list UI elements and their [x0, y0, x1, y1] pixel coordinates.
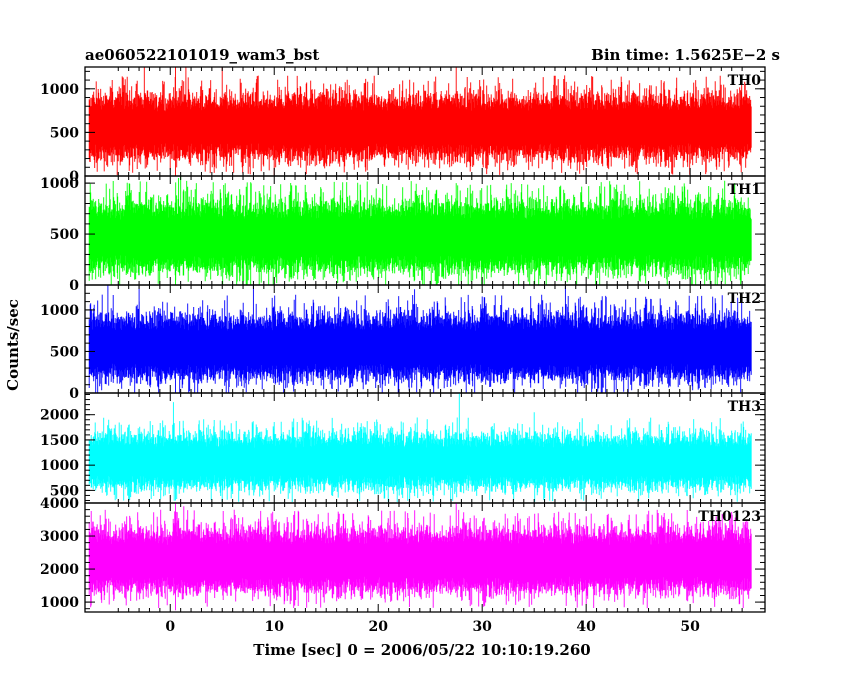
- panel-th3: 500 1000 1500 2000 TH3: [40, 392, 766, 504]
- x-tick-label: 30: [472, 619, 492, 635]
- y-tick-label: 3000: [40, 529, 79, 545]
- series-trace-th0123: [88, 503, 752, 611]
- chart-title: ae060522101019_wam3_bst: [85, 46, 319, 64]
- x-tick-label: 10: [264, 619, 284, 635]
- y-tick-label: 2000: [40, 562, 79, 578]
- bin-time-label: Bin time: 1.5625E−2 s: [591, 46, 780, 64]
- y-axis-label: Counts/sec: [4, 299, 22, 391]
- y-tick-label: 1000: [40, 458, 79, 474]
- series-label-th2: TH2: [728, 291, 761, 307]
- x-tick-label: 50: [680, 619, 700, 635]
- x-tick-label: 20: [368, 619, 388, 635]
- y-tick-label: 0: [69, 169, 79, 185]
- series-trace-th1: [88, 176, 752, 285]
- panel-th0: 0 500 1000 TH0: [40, 66, 766, 185]
- y-tick-label: 1000: [40, 82, 79, 98]
- y-tick-label: 1000: [40, 595, 79, 611]
- y-tick-label: 2000: [40, 408, 79, 424]
- series-label-th3: TH3: [728, 399, 761, 415]
- y-tick-label: 0: [69, 386, 79, 402]
- y-tick-label: 500: [50, 227, 79, 243]
- y-tick-label: 4000: [40, 496, 79, 512]
- y-tick-label: 500: [50, 344, 79, 360]
- x-tick-label: 0: [165, 619, 175, 635]
- series-trace-th3: [88, 393, 752, 502]
- y-tick-label: 500: [50, 483, 79, 499]
- y-tick-label: 1000: [40, 176, 79, 192]
- series-label-th0123: TH0123: [698, 509, 761, 525]
- series-label-th0: TH0: [728, 73, 762, 89]
- panel-frame-th0123: [84, 502, 766, 613]
- y-tick-label: 1000: [40, 303, 79, 319]
- y-tick-label: 1500: [40, 433, 79, 449]
- series-trace-th0: [88, 67, 752, 176]
- panel-th1: 0 500 1000 TH1: [40, 175, 766, 294]
- y-tick-label: 500: [50, 125, 79, 141]
- y-tick-label: 0: [69, 278, 79, 294]
- x-tick-label: 40: [576, 619, 596, 635]
- x-axis-label: Time [sec] 0 = 2006/05/22 10:10:19.260: [253, 641, 590, 659]
- series-label-th1: TH1: [728, 182, 761, 198]
- panel-th2: 0 500 1000 TH2: [40, 284, 766, 402]
- panel-th0123: 1000 2000 3000 4000 TH0123: [40, 496, 766, 613]
- series-trace-th2: [88, 285, 752, 393]
